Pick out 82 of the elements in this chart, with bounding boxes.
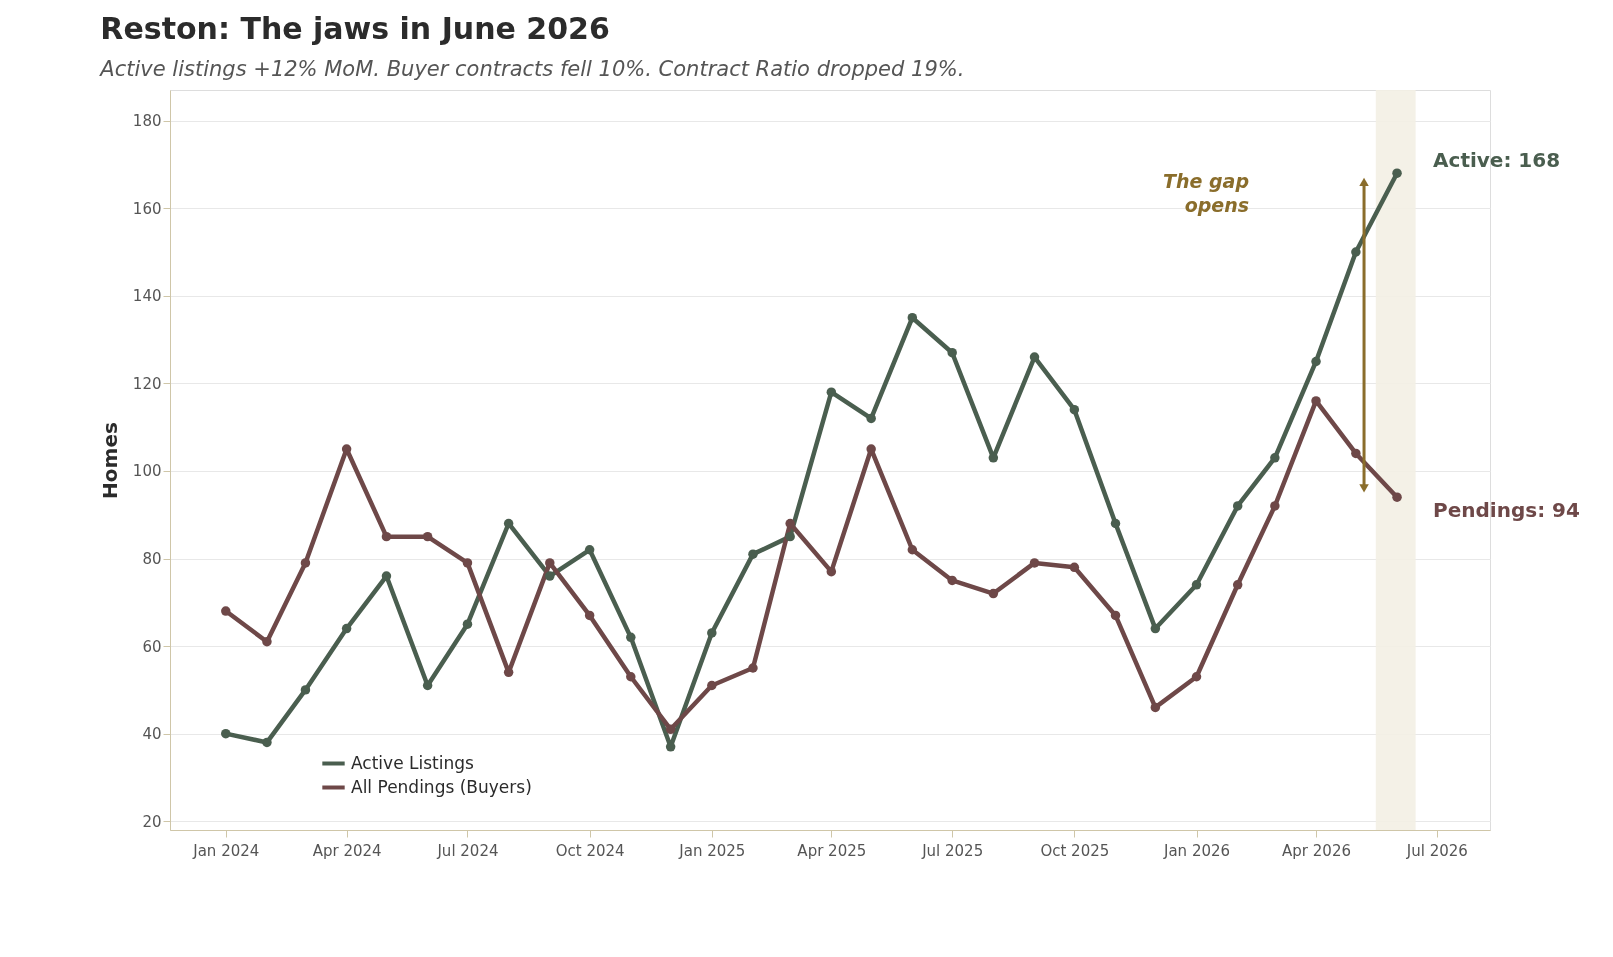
point bbox=[1351, 247, 1361, 257]
point bbox=[1351, 448, 1361, 459]
point bbox=[262, 636, 272, 647]
point bbox=[1311, 356, 1321, 367]
x-tick-label: Jan 2026 bbox=[1162, 841, 1231, 860]
point bbox=[907, 312, 918, 323]
point bbox=[1150, 702, 1161, 713]
point bbox=[1110, 518, 1121, 529]
point bbox=[1311, 396, 1321, 406]
point bbox=[584, 610, 595, 621]
point bbox=[748, 549, 758, 559]
point bbox=[866, 413, 876, 424]
y-tick-label: 80 bbox=[142, 550, 162, 569]
point bbox=[381, 531, 392, 542]
y-tick-label: 160 bbox=[132, 199, 162, 218]
point bbox=[988, 588, 999, 599]
x-tick-label: Jul 2026 bbox=[1405, 841, 1468, 860]
point bbox=[665, 724, 676, 735]
x-tick-label: Jan 2024 bbox=[192, 841, 260, 860]
chart-subtitle: Active listings +12% MoM. Buyer contracts fell 10%. Contract Ratio dropped 19%. bbox=[98, 57, 965, 81]
point bbox=[1392, 168, 1402, 178]
point bbox=[584, 545, 595, 555]
point bbox=[1232, 580, 1243, 590]
legend-label: Active Listings bbox=[351, 752, 474, 773]
point bbox=[341, 623, 352, 634]
point bbox=[785, 531, 795, 542]
point bbox=[221, 728, 231, 739]
point bbox=[1150, 623, 1161, 634]
x-tick-label: Apr 2025 bbox=[797, 841, 867, 860]
point bbox=[665, 742, 676, 752]
point bbox=[1270, 501, 1280, 511]
point bbox=[748, 663, 758, 673]
point bbox=[1110, 610, 1121, 621]
annotation: The gap opens bbox=[1163, 169, 1250, 216]
point bbox=[545, 571, 555, 581]
x-tick-label: Jan 2025 bbox=[678, 841, 746, 860]
y-tick-label: 40 bbox=[142, 725, 162, 744]
point bbox=[947, 575, 957, 586]
point bbox=[462, 619, 473, 629]
point bbox=[1069, 562, 1080, 573]
point bbox=[300, 558, 311, 568]
y-axis-title: Homes bbox=[97, 422, 122, 499]
point bbox=[262, 737, 272, 748]
y-tick-label: 120 bbox=[132, 374, 162, 393]
point bbox=[1029, 558, 1040, 568]
point bbox=[1270, 453, 1280, 463]
point bbox=[907, 545, 918, 555]
point bbox=[1392, 492, 1402, 502]
point bbox=[1232, 501, 1243, 511]
x-tick-label: Oct 2024 bbox=[555, 841, 625, 860]
point bbox=[866, 444, 876, 454]
point bbox=[462, 558, 473, 568]
y-tick-label: 180 bbox=[132, 112, 162, 131]
x-tick-label: Oct 2025 bbox=[1040, 841, 1110, 860]
x-tick-label: Apr 2026 bbox=[1282, 841, 1351, 860]
point bbox=[1191, 672, 1202, 682]
point bbox=[381, 571, 392, 581]
point bbox=[300, 685, 311, 695]
x-tick-label: Jul 2024 bbox=[436, 841, 499, 860]
annotation: Active: 168 bbox=[1433, 148, 1561, 173]
y-tick-label: 140 bbox=[132, 287, 162, 306]
x-tick-label: Apr 2024 bbox=[312, 841, 382, 860]
point bbox=[626, 672, 636, 682]
point bbox=[422, 531, 433, 542]
point bbox=[1191, 580, 1202, 590]
x-tick-label: Jul 2025 bbox=[921, 841, 984, 860]
y-tick-label: 60 bbox=[142, 637, 162, 656]
y-tick-label: 100 bbox=[132, 462, 162, 481]
point bbox=[221, 606, 231, 616]
point bbox=[545, 558, 555, 568]
point bbox=[626, 632, 636, 643]
point bbox=[1029, 352, 1040, 362]
legend-label: All Pendings (Buyers) bbox=[351, 776, 532, 797]
point bbox=[707, 680, 717, 691]
chart-title: Reston: The jaws in June 2026 bbox=[100, 11, 610, 46]
point bbox=[707, 628, 717, 638]
point bbox=[1069, 404, 1080, 415]
annotation: Pendings: 94 bbox=[1433, 498, 1580, 523]
point bbox=[826, 387, 837, 397]
point bbox=[947, 347, 957, 358]
y-tick-label: 20 bbox=[142, 812, 162, 831]
point bbox=[988, 453, 999, 463]
